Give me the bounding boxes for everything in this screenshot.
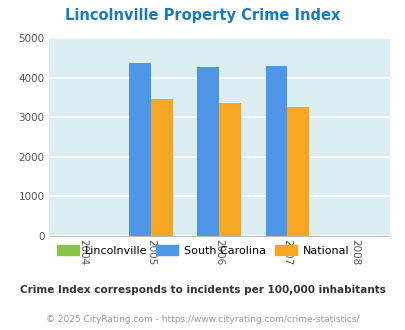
Legend: Lincolnville, South Carolina, National: Lincolnville, South Carolina, National [52,240,353,260]
Bar [287,107,309,236]
Text: © 2025 CityRating.com - https://www.cityrating.com/crime-statistics/: © 2025 CityRating.com - https://www.city… [46,315,359,324]
Bar [151,99,173,236]
Text: Lincolnville Property Crime Index: Lincolnville Property Crime Index [65,8,340,23]
Bar [197,67,219,236]
Text: Crime Index corresponds to incidents per 100,000 inhabitants: Crime Index corresponds to incidents per… [20,285,385,295]
Bar [265,66,287,236]
Bar [219,103,241,236]
Bar [129,62,151,236]
